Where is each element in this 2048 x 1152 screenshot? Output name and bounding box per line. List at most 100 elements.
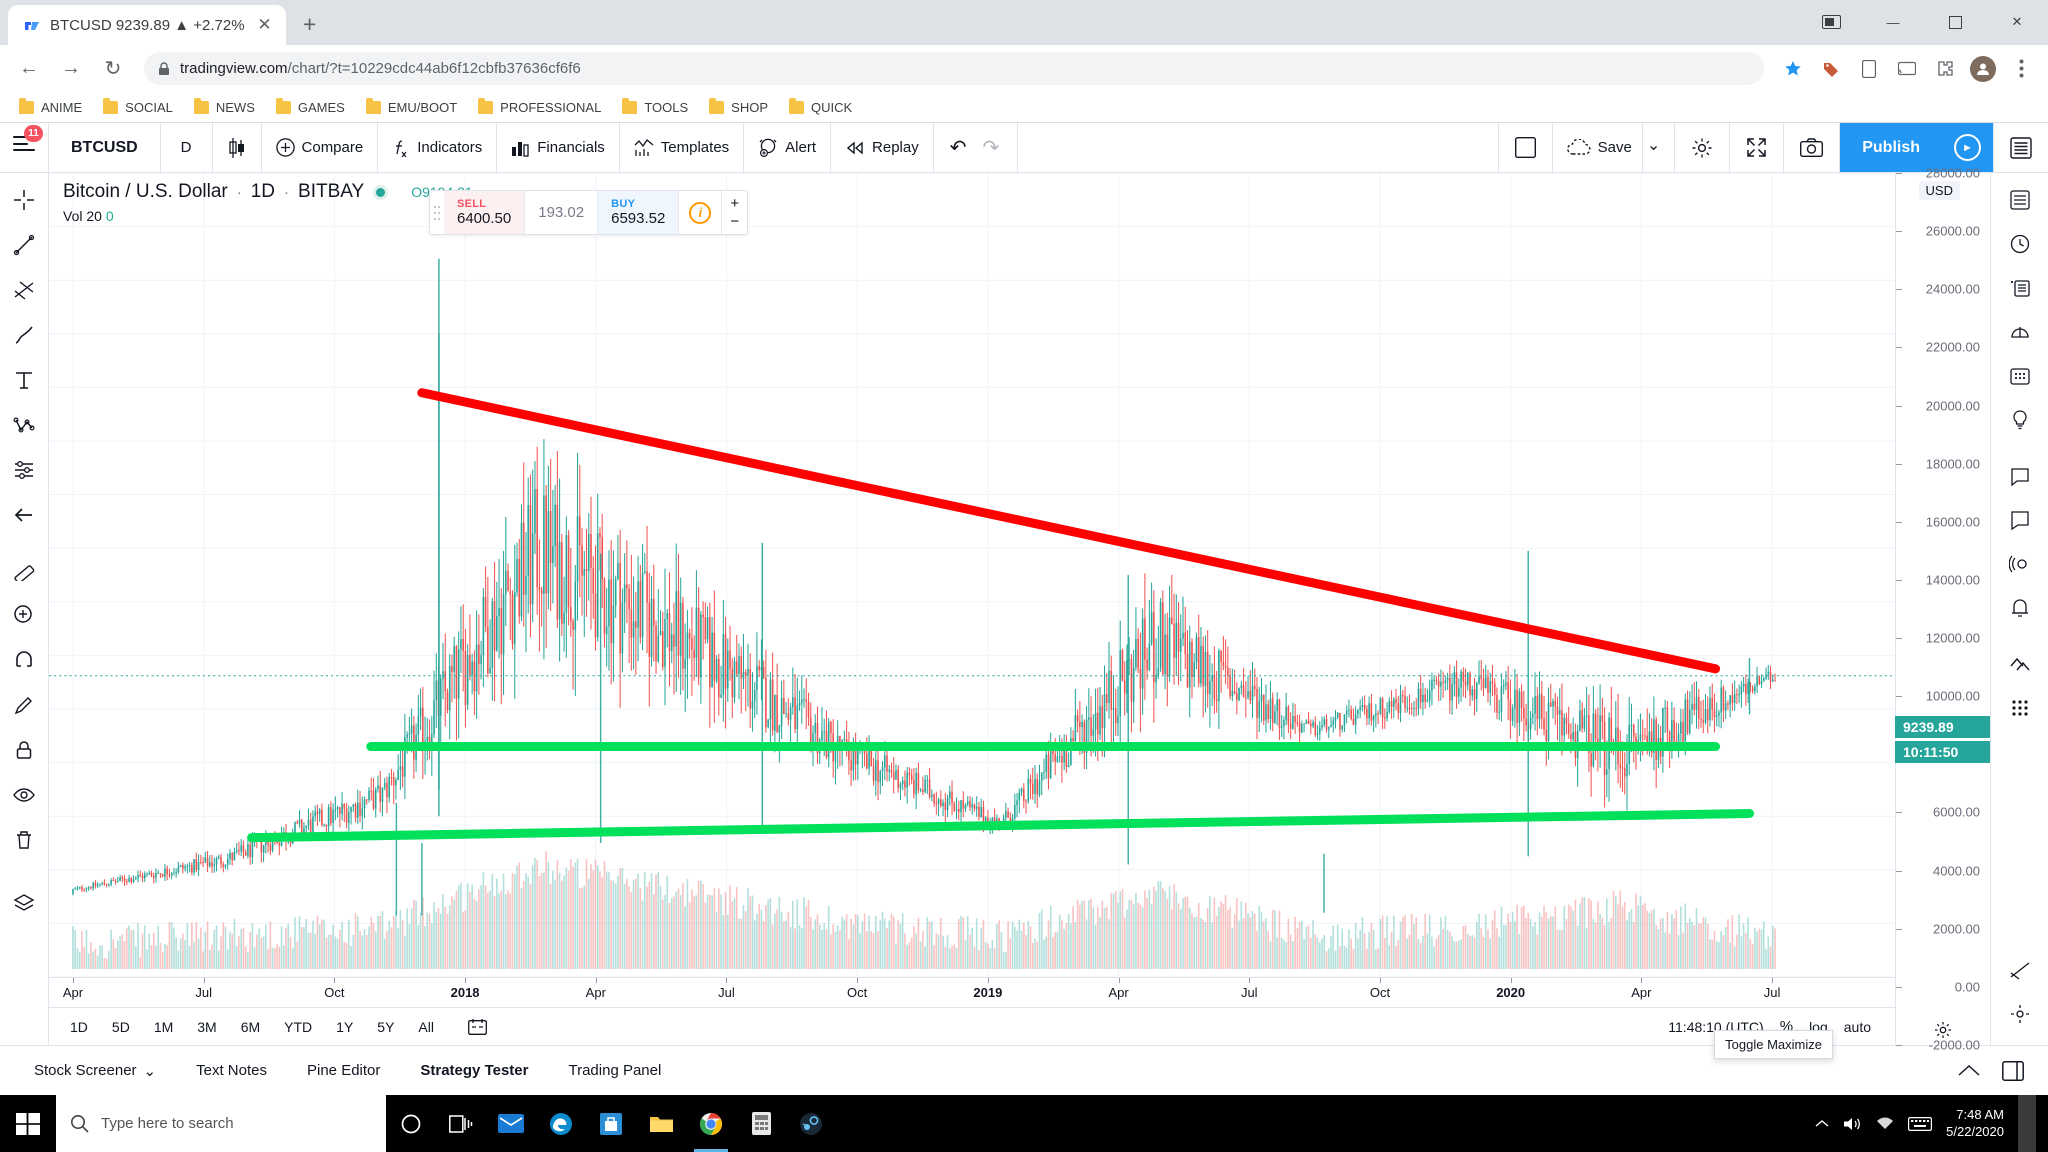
reload-button[interactable]: ↻ <box>104 58 122 80</box>
publish-button[interactable]: Publish <box>1840 123 1942 172</box>
right-panel-toggle[interactable] <box>1993 123 2048 172</box>
address-bar[interactable]: tradingview.com/chart/?t=10229cdc44ab6f1… <box>144 52 1764 85</box>
data-window-icon[interactable] <box>2000 267 2040 309</box>
timeframe-1d[interactable]: 1D <box>70 1018 88 1035</box>
bookmark-quick[interactable]: QUICK <box>780 96 861 119</box>
browser-tab[interactable]: BTCUSD 9239.89 ▲ +2.72% ✕ <box>8 5 286 45</box>
calculator-icon[interactable] <box>736 1095 786 1152</box>
chart-settings-button[interactable] <box>1675 123 1731 172</box>
tab-close-icon[interactable]: ✕ <box>257 15 272 34</box>
alerts-clock-icon[interactable] <box>2000 223 2040 265</box>
window-minimize-button[interactable]: — <box>1886 14 1900 30</box>
bookmark-news[interactable]: NEWS <box>185 96 264 119</box>
tab-trading-panel[interactable]: Trading Panel <box>568 1062 662 1079</box>
watchlist-icon[interactable] <box>2000 179 2040 221</box>
keyboard-icon[interactable] <box>1908 1116 1933 1131</box>
bookmark-anime[interactable]: ANIME <box>10 96 91 119</box>
layout-button[interactable] <box>1497 123 1553 172</box>
chart-pattern-icon[interactable] <box>2000 949 2040 991</box>
shopping-tag-icon[interactable] <box>1814 52 1848 86</box>
brush-icon[interactable] <box>4 314 44 356</box>
puzzle-icon[interactable] <box>1928 52 1962 86</box>
quantity-stepper[interactable]: + − <box>722 191 747 234</box>
stream-icon[interactable] <box>2000 543 2040 585</box>
network-icon[interactable] <box>1876 1117 1894 1131</box>
templates-button[interactable]: Templates <box>620 123 745 172</box>
undo-button[interactable]: ↶ <box>949 137 967 159</box>
cast-extension-icon[interactable] <box>1890 52 1924 86</box>
date-range-icon[interactable] <box>457 1014 498 1039</box>
crosshair-icon[interactable] <box>4 179 44 221</box>
financials-button[interactable]: Financials <box>497 123 620 172</box>
legend-exchange[interactable]: BITBAY <box>298 181 365 202</box>
main-menu-button[interactable]: 11 <box>0 123 49 172</box>
show-hidden-icons[interactable] <box>1815 1119 1829 1129</box>
back-button[interactable]: ← <box>19 57 39 79</box>
arrow-cursor-icon[interactable] <box>4 494 44 536</box>
zoom-in-icon[interactable] <box>4 594 44 636</box>
go-live-button[interactable]: ► <box>1942 123 1993 172</box>
cortana-icon[interactable] <box>386 1095 436 1152</box>
start-button[interactable] <box>0 1095 56 1152</box>
bookmark-social[interactable]: SOCIAL <box>94 96 182 119</box>
text-icon[interactable] <box>4 359 44 401</box>
timeframe-6m[interactable]: 6M <box>240 1018 261 1035</box>
cast-icon[interactable] <box>1800 0 1862 44</box>
chrome-menu-icon[interactable] <box>2004 52 2038 86</box>
decrease-button[interactable]: − <box>730 212 740 230</box>
mail-icon[interactable] <box>486 1095 536 1152</box>
search-input[interactable]: Type here to search <box>56 1095 386 1152</box>
replay-button[interactable]: Replay <box>831 123 934 172</box>
info-button[interactable]: i <box>679 191 723 234</box>
task-view-icon[interactable] <box>436 1095 486 1152</box>
pitchfork-icon[interactable] <box>4 269 44 311</box>
timeframe-1m[interactable]: 1M <box>153 1018 174 1035</box>
legend-interval[interactable]: 1D <box>250 181 276 202</box>
bookmark-games[interactable]: GAMES <box>267 96 354 119</box>
increase-button[interactable]: + <box>730 195 740 213</box>
indicators-button[interactable]: Indicators <box>378 123 498 172</box>
measure-icon[interactable] <box>4 549 44 591</box>
lock-icon[interactable] <box>4 729 44 771</box>
auto-scale-button[interactable]: auto <box>1843 1018 1871 1035</box>
price-axis[interactable]: USD 28000.00 26000.00 24000.00 22000.00 2000… <box>1895 166 1990 1053</box>
symbol-search-button[interactable]: BTCUSD <box>49 123 161 172</box>
buy-button[interactable]: BUY 6593.52 <box>598 191 680 234</box>
snapshot-button[interactable] <box>1784 123 1841 172</box>
chevron-up-icon[interactable] <box>1958 1064 1980 1077</box>
bookmark-emu-boot[interactable]: EMU/BOOT <box>357 96 466 119</box>
panel-layout-icon[interactable] <box>2002 1060 2024 1081</box>
timeframe-ytd[interactable]: YTD <box>284 1018 313 1035</box>
tab-strategy-tester[interactable]: Strategy Tester <box>420 1062 529 1079</box>
bookmark-professional[interactable]: PROFESSIONAL <box>469 96 610 119</box>
steam-icon[interactable] <box>786 1095 836 1152</box>
bookmark-shop[interactable]: SHOP <box>700 96 777 119</box>
alert-button[interactable]: Alert <box>744 123 832 172</box>
buy-sell-widget[interactable]: SELL 6400.50 193.02 BUY 6593.52 i + − <box>429 190 749 235</box>
save-dropdown-button[interactable]: ⌄ <box>1643 123 1676 172</box>
magnet-icon[interactable] <box>4 639 44 681</box>
timeframe-3m[interactable]: 3M <box>197 1018 217 1035</box>
avatar[interactable] <box>1966 52 2000 86</box>
sell-button[interactable]: SELL 6400.50 <box>444 191 526 234</box>
tab-text-notes[interactable]: Text Notes <box>196 1062 267 1079</box>
bookmark-star-icon[interactable] <box>1776 52 1810 86</box>
chat-icon[interactable] <box>2000 455 2040 497</box>
forecast-icon[interactable] <box>4 449 44 491</box>
tab-pine-editor[interactable]: Pine Editor <box>307 1062 381 1079</box>
time-axis[interactable]: Apr Jul Oct 2018 Apr Jul Oct 2019 Apr Jul Oct 2020 A… <box>49 977 1895 1007</box>
save-button[interactable]: Save <box>1553 123 1643 172</box>
tab-stock-screener[interactable]: Stock Screener ⌄ <box>14 1046 176 1095</box>
notes-icon[interactable] <box>2000 499 2040 541</box>
calendar-icon[interactable] <box>2000 355 2040 397</box>
forward-button[interactable]: → <box>61 57 81 79</box>
legend-symbol-title[interactable]: Bitcoin / U.S. Dollar <box>63 181 228 202</box>
volume-icon[interactable] <box>1843 1116 1862 1132</box>
bookmark-tools[interactable]: TOOLS <box>613 96 697 119</box>
edge-icon[interactable] <box>536 1095 586 1152</box>
compare-button[interactable]: Compare <box>262 123 379 172</box>
show-desktop-button[interactable] <box>2018 1095 2036 1152</box>
window-maximize-button[interactable] <box>1924 0 1986 44</box>
store-icon[interactable] <box>586 1095 636 1152</box>
volume-indicator-label[interactable]: Vol 20 <box>63 208 102 224</box>
